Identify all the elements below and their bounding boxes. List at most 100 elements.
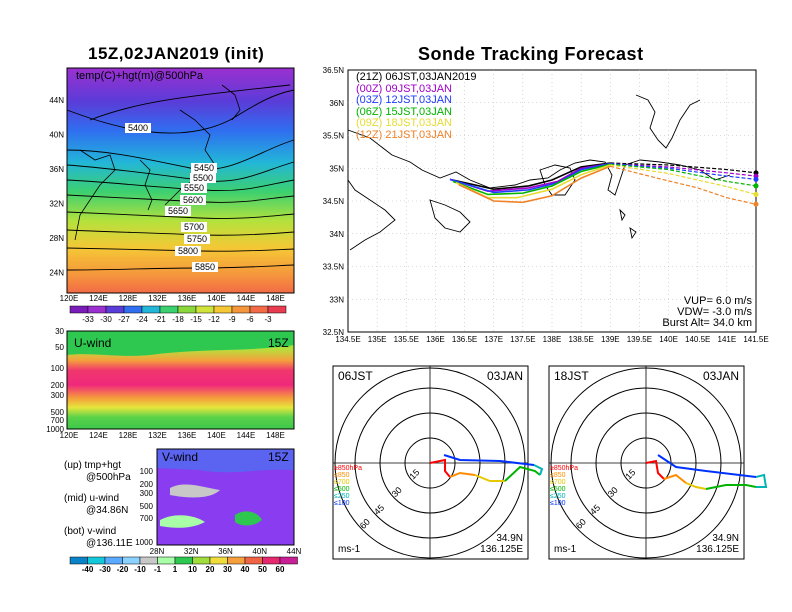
temp-colorbar-cell xyxy=(267,305,287,314)
vwind-lat-label: 44N xyxy=(287,547,302,556)
uwind-lon-label: 128E xyxy=(119,431,138,440)
temp-map-lon-label: 136E xyxy=(178,294,197,303)
temp-map-lat-label: 32N xyxy=(49,200,64,209)
vwind-lat-label: 32N xyxy=(184,547,199,556)
vwind-label: V-wind xyxy=(162,450,199,464)
temp-map-lon-label: 128E xyxy=(119,294,138,303)
hodograph-segment xyxy=(449,471,476,478)
temp-colorbar-cell xyxy=(123,305,143,314)
temp-colorbar-label: -15 xyxy=(190,315,202,324)
ring-label: 30 xyxy=(390,485,404,499)
hodograph-segment xyxy=(504,465,541,482)
temp-map-lon-label: 132E xyxy=(148,294,167,303)
temp-map-lon-label: 140E xyxy=(207,294,226,303)
track-line-solid xyxy=(449,162,611,194)
uwind-lon-label: 148E xyxy=(266,431,285,440)
hodograph-time: 06JST xyxy=(338,369,373,383)
pressure-legend-item: ≤250 xyxy=(334,493,350,500)
uwind-panel xyxy=(66,330,295,430)
pressure-legend-item: ≤100 xyxy=(334,500,350,507)
wind-colorbar-cell xyxy=(174,556,193,565)
pressure-legend-item: ≥850hPa xyxy=(334,465,362,472)
track-line-dashed xyxy=(610,165,757,205)
temp-colorbar-label: -6 xyxy=(246,315,254,324)
wind-colorbar-cell xyxy=(244,556,263,565)
track-lon-label: 139E xyxy=(601,335,620,344)
hodograph-segment xyxy=(663,473,687,484)
track-lon-label: 136.5E xyxy=(452,335,477,344)
uwind-lon-label: 136E xyxy=(178,431,197,440)
ring-label: 30 xyxy=(606,485,620,499)
vwind-lat-label: 40N xyxy=(252,547,267,556)
track-lon-label: 135E xyxy=(368,335,387,344)
uwind-pressure-label: 700 xyxy=(51,416,65,425)
run-legend-item: (09Z) 18JST,03JAN xyxy=(356,117,452,129)
track-lat-label: 36N xyxy=(329,99,344,108)
run-legend-item: (21Z) 06JST,03JAN2019 xyxy=(356,71,477,83)
temp-colorbar-label: -21 xyxy=(154,315,166,324)
temp-colorbar-cell xyxy=(69,305,89,314)
vwind-lat-label: 28N xyxy=(150,547,165,556)
contour-label: 5500 xyxy=(193,173,213,183)
vwind-panel xyxy=(156,448,295,546)
wind-colorbar-label: 1 xyxy=(173,565,178,574)
uwind-pressure-label: 50 xyxy=(55,343,64,352)
uwind-pressure-label: 100 xyxy=(51,364,65,373)
hodograph-segment xyxy=(685,482,707,490)
temp-colorbar-label: -27 xyxy=(118,315,130,324)
uwind-pressure-label: 1000 xyxy=(46,425,64,434)
wind-colorbar-label: -20 xyxy=(117,565,129,574)
wind-colorbar-label: 30 xyxy=(223,565,232,574)
track-lon-label: 136E xyxy=(426,335,445,344)
wind-colorbar-cell xyxy=(209,556,228,565)
temp-colorbar-cell xyxy=(159,305,179,314)
track-lon-label: 139.5E xyxy=(627,335,652,344)
pressure-legend-item: ≤500 xyxy=(334,486,350,493)
track-line-dashed xyxy=(610,163,757,177)
temp-colorbar-label: -24 xyxy=(136,315,148,324)
hodograph-segment xyxy=(705,484,757,490)
contour-label: 5850 xyxy=(195,262,215,272)
track-lat-label: 34N xyxy=(329,230,344,239)
track-lon-label: 141.5E xyxy=(743,335,768,344)
hodograph-lat: 34.9N xyxy=(496,533,523,544)
run-legend-item: (06Z) 15JST,03JAN xyxy=(356,105,452,118)
run-legend: (21Z) 06JST,03JAN2019 (00Z) 09JST,03JAN (0… xyxy=(356,71,477,141)
track-coastline xyxy=(347,94,731,251)
vwind-pressure-label: 500 xyxy=(140,502,154,511)
uwind-lon-label: 144E xyxy=(237,431,256,440)
left-title: 15Z,02JAN2019 (init) xyxy=(88,44,265,63)
ring-label: 60 xyxy=(574,517,588,531)
temp-map-lon-label: 148E xyxy=(266,294,285,303)
wind-colorbar-cell xyxy=(192,556,211,565)
wind-colorbar-label: -30 xyxy=(99,565,111,574)
hodograph-units: ms-1 xyxy=(338,544,361,555)
wind-colorbar-cell xyxy=(122,556,141,565)
wind-colorbar-cell xyxy=(279,556,298,565)
map-label: temp(C)+hgt(m)@500hPa xyxy=(76,70,204,82)
track-lat-label: 36.5N xyxy=(323,66,345,75)
vwind-pressure-label: 1000 xyxy=(135,538,153,547)
run-legend-item: (03Z) 12JST,03JAN xyxy=(356,94,452,106)
vwind-time: 15Z xyxy=(268,450,289,464)
pressure-legend-item: ≥850hPa xyxy=(550,465,578,472)
temp-colorbar-cell xyxy=(87,305,107,314)
wind-colorbar-label: 60 xyxy=(276,565,285,574)
pressure-legend-item: ≤100 xyxy=(550,500,566,507)
temp-colorbar-label: -30 xyxy=(100,315,112,324)
vwind-lat-label: 36N xyxy=(218,547,233,556)
track-lon-label: 137.5E xyxy=(510,335,535,344)
temp-map-lat-label: 36N xyxy=(49,165,64,174)
ring-label: 45 xyxy=(372,503,386,517)
wind-colorbar-label: -1 xyxy=(154,565,162,574)
track-params: VUP= 6.0 m/s VDW= -3.0 m/s Burst Alt= 34… xyxy=(662,295,752,329)
contour-label: 5550 xyxy=(184,183,204,193)
track-line-solid xyxy=(449,162,611,191)
track-line-solid xyxy=(452,163,611,196)
track-lon-label: 140E xyxy=(659,335,678,344)
temp-map-lon-label: 120E xyxy=(60,294,79,303)
hodograph-lon: 136.125E xyxy=(696,544,739,555)
